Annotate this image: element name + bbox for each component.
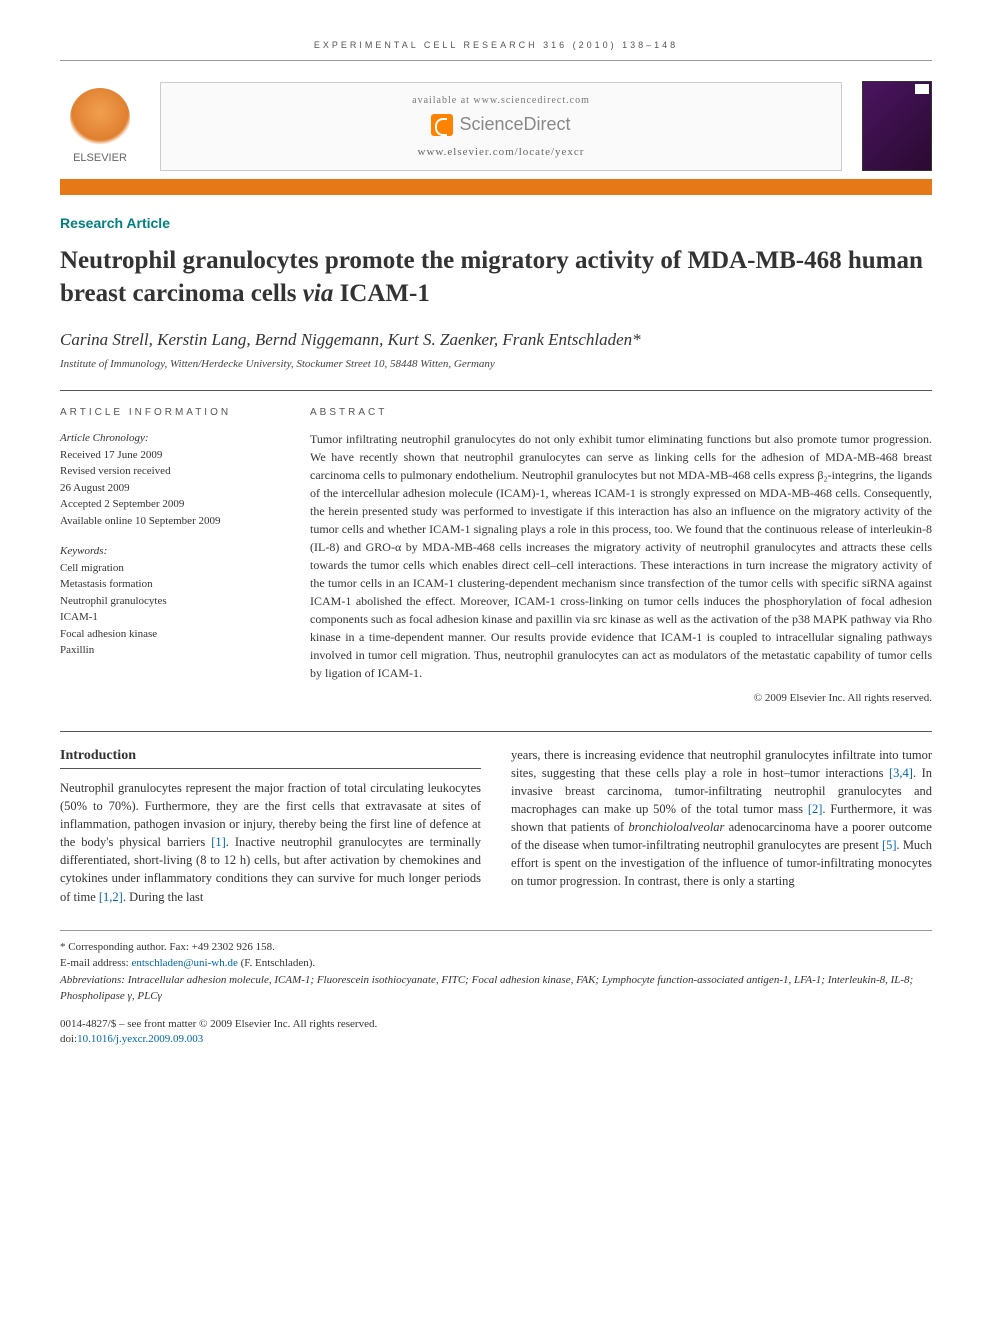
email-link[interactable]: entschladen@uni-wh.de: [131, 957, 237, 969]
keyword: Focal adhesion kinase: [60, 626, 270, 643]
footnotes: * Corresponding author. Fax: +49 2302 92…: [60, 930, 932, 1005]
keyword: Metastasis formation: [60, 576, 270, 593]
authors-list: Carina Strell, Kerstin Lang, Bernd Nigge…: [60, 330, 932, 350]
body-column-left: Introduction Neutrophil granulocytes rep…: [60, 746, 481, 906]
intro-paragraph-left: Neutrophil granulocytes represent the ma…: [60, 779, 481, 906]
keyword: ICAM-1: [60, 609, 270, 626]
keywords-label: Keywords:: [60, 543, 270, 560]
affiliation: Institute of Immunology, Witten/Herdecke…: [60, 358, 932, 370]
date-online: Available online 10 September 2009: [60, 513, 270, 530]
abstract-text: Tumor infiltrating neutrophil granulocyt…: [310, 430, 932, 682]
date-revised-line1: Revised version received: [60, 463, 270, 480]
keyword: Cell migration: [60, 560, 270, 577]
article-info-heading: ARTICLE INFORMATION: [60, 405, 270, 420]
email-line: E-mail address: entschladen@uni-wh.de (F…: [60, 955, 932, 972]
masthead: ELSEVIER available at www.sciencedirect.…: [60, 81, 932, 171]
corresponding-author: * Corresponding author. Fax: +49 2302 92…: [60, 939, 932, 956]
info-abstract-row: ARTICLE INFORMATION Article Chronology: …: [60, 405, 932, 707]
elsevier-logo: ELSEVIER: [60, 88, 140, 164]
section-divider: [60, 390, 932, 391]
doi-line: doi:10.1016/j.yexcr.2009.09.003: [60, 1032, 932, 1047]
publisher-name: ELSEVIER: [73, 152, 127, 164]
article-type: Research Article: [60, 215, 932, 231]
introduction-heading: Introduction: [60, 746, 481, 769]
doi-label: doi:: [60, 1033, 77, 1045]
abstract-block: ABSTRACT Tumor infiltrating neutrophil g…: [310, 405, 932, 707]
intro-paragraph-right: years, there is increasing evidence that…: [511, 746, 932, 891]
sciencedirect-name: ScienceDirect: [459, 114, 570, 135]
journal-url[interactable]: www.elsevier.com/locate/yexcr: [181, 146, 821, 158]
sciencedirect-icon: [431, 114, 453, 136]
article-information: ARTICLE INFORMATION Article Chronology: …: [60, 405, 270, 707]
abbreviations: Abbreviations: Intracellular adhesion mo…: [60, 972, 932, 1005]
body-text-columns: Introduction Neutrophil granulocytes rep…: [60, 746, 932, 906]
journal-cover-thumbnail: [862, 81, 932, 171]
available-at-text: available at www.sciencedirect.com: [181, 95, 821, 106]
elsevier-tree-icon: [70, 88, 130, 148]
sciencedirect-block: available at www.sciencedirect.com Scien…: [160, 82, 842, 171]
date-received: Received 17 June 2009: [60, 447, 270, 464]
keyword: Neutrophil granulocytes: [60, 593, 270, 610]
email-label: E-mail address:: [60, 957, 131, 969]
date-revised-line2: 26 August 2009: [60, 480, 270, 497]
running-header: EXPERIMENTAL CELL RESEARCH 316 (2010) 13…: [60, 40, 932, 61]
abstract-copyright: © 2009 Elsevier Inc. All rights reserved…: [310, 690, 932, 707]
doi-link[interactable]: 10.1016/j.yexcr.2009.09.003: [77, 1033, 203, 1045]
chronology-label: Article Chronology:: [60, 430, 270, 447]
front-matter-line: 0014-4827/$ – see front matter © 2009 El…: [60, 1017, 932, 1032]
email-author: (F. Entschladen).: [238, 957, 315, 969]
copyright-footer: 0014-4827/$ – see front matter © 2009 El…: [60, 1017, 932, 1048]
body-column-right: years, there is increasing evidence that…: [511, 746, 932, 906]
sciencedirect-logo: ScienceDirect: [431, 114, 570, 136]
date-accepted: Accepted 2 September 2009: [60, 496, 270, 513]
abstract-heading: ABSTRACT: [310, 405, 932, 420]
section-divider: [60, 731, 932, 732]
orange-divider-bar: [60, 179, 932, 195]
keyword: Paxillin: [60, 642, 270, 659]
article-title: Neutrophil granulocytes promote the migr…: [60, 245, 932, 310]
